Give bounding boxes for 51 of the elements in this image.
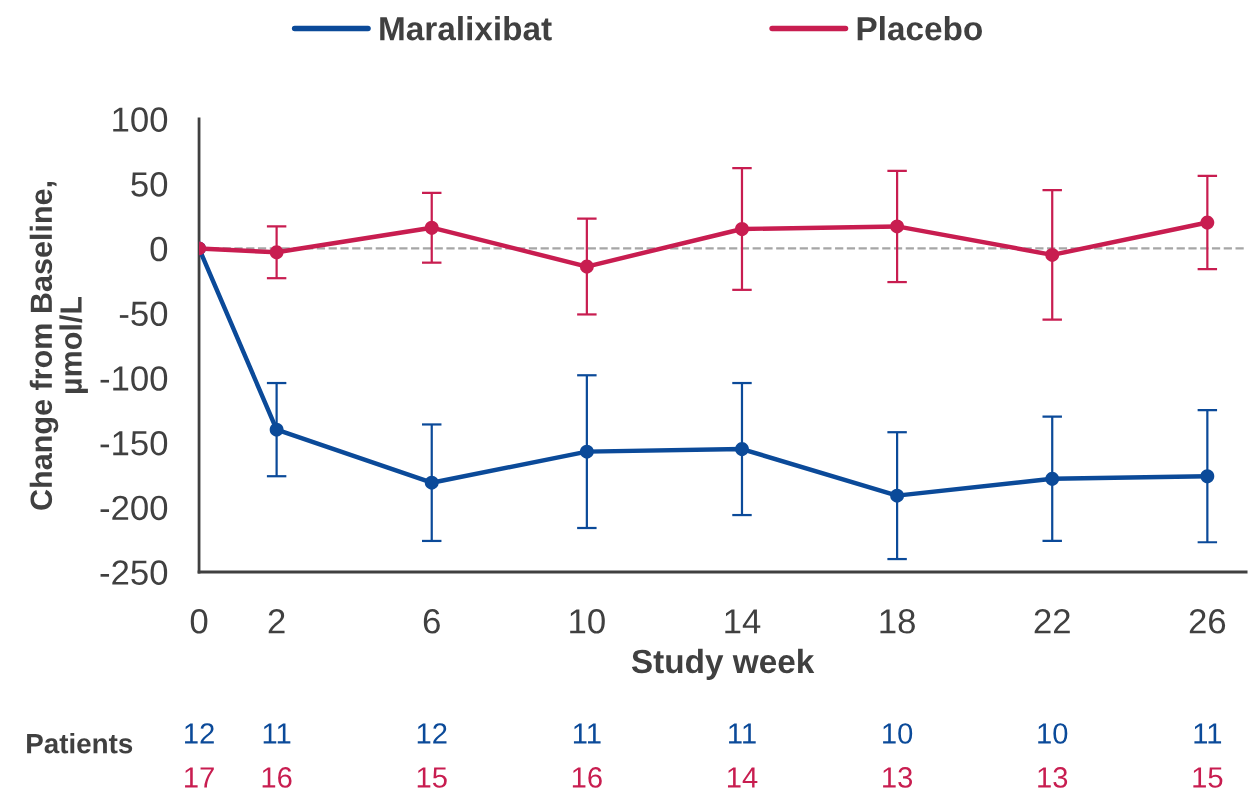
- text: 15: [417, 767, 447, 788]
- text: 16: [262, 767, 292, 788]
- text: 10: [1038, 723, 1068, 744]
- y-tick-label: -150: [100, 430, 168, 456]
- point: [735, 442, 749, 456]
- point: [1045, 247, 1060, 262]
- text: 17: [185, 767, 214, 788]
- legend-label: Placebo: [857, 16, 982, 41]
- text: 13: [883, 767, 913, 788]
- x-tick-label: 14: [725, 609, 761, 634]
- text: 10: [883, 723, 913, 744]
- text: 11: [729, 723, 756, 744]
- x-tick-label: 26: [1189, 609, 1226, 634]
- point: [735, 222, 749, 236]
- y-tick-label: -200: [100, 495, 168, 521]
- text: 13: [1038, 767, 1068, 788]
- y-tick-label: -100: [100, 366, 168, 391]
- x-axis-title: Study week: [631, 648, 815, 680]
- x-tick-label: 0: [190, 609, 208, 634]
- text: 12: [417, 723, 447, 744]
- text: 14: [727, 767, 758, 788]
- text: 12: [185, 723, 214, 744]
- point: [1200, 469, 1215, 484]
- y-tick-label: 0: [150, 236, 168, 262]
- point: [424, 220, 439, 235]
- point: [269, 245, 284, 260]
- point: [890, 219, 905, 234]
- y-tick-label: -50: [119, 301, 168, 327]
- x-tick-label: 6: [423, 609, 440, 634]
- x-tick-label: 2: [268, 609, 285, 634]
- x-tick-label: 22: [1034, 609, 1070, 634]
- x-tick-label: 10: [570, 609, 605, 634]
- text: 11: [573, 723, 601, 744]
- y-tick-label: 100: [113, 107, 168, 132]
- text: 15: [1193, 767, 1223, 788]
- point: [890, 488, 905, 503]
- point: [579, 444, 594, 459]
- legend-label: Maralixibat: [380, 16, 552, 41]
- point: [1200, 215, 1215, 230]
- point: [269, 422, 284, 437]
- x-tick-label: 18: [880, 609, 915, 634]
- y-tick-label: 50: [131, 172, 168, 197]
- point: [424, 475, 439, 490]
- text: 16: [572, 767, 602, 788]
- point: [579, 259, 594, 274]
- point: [1045, 471, 1060, 486]
- y-axis-title: Change from Baseline, µmol/L: [29, 181, 88, 510]
- text: 11: [1194, 723, 1222, 744]
- text: Patients: [27, 733, 133, 754]
- text: 11: [263, 723, 291, 744]
- y-tick-label: -250: [100, 560, 168, 585]
